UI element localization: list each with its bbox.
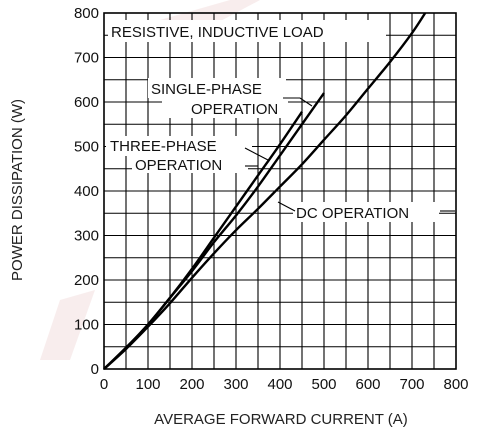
three-label-bg2 [132,153,248,173]
y-tick-label: 500 [74,139,99,156]
series-curves [103,12,427,370]
y-axis-label: POWER DISSIPATION (W) [9,99,26,281]
x-tick-label: 300 [223,376,248,393]
x-axis-label: AVERAGE FORWARD CURRENT (A) [154,411,408,428]
x-tick-label: 600 [355,376,380,393]
single-label-bg [148,78,286,98]
plot-frame [103,12,457,370]
x-tick-label: 700 [399,376,424,393]
x-tick-label: 200 [179,376,204,393]
y-tick-label: 700 [74,50,99,67]
three-phase-leader-1 [244,147,269,161]
x-tick-label: 500 [311,376,336,393]
three-label-bg [106,136,252,156]
y-tick-label: 600 [74,94,99,111]
single-label-bg2 [162,98,288,118]
y-tick-labels: 0 100 200 300 400 500 600 700 800 [74,5,99,378]
y-tick-label: 300 [74,228,99,245]
dc-label-bg [293,202,439,222]
x-tick-label: 0 [100,376,108,393]
x-tick-labels: 0 100 200 300 400 500 600 700 800 [100,376,469,393]
three-phase-label-line2: OPERATION [135,157,222,174]
load-label-bg [108,20,386,42]
x-tick-label: 800 [443,376,468,393]
load-label: RESISTIVE, INDUCTIVE LOAD [111,24,324,41]
y-tick-label: 800 [74,5,99,22]
x-tick-label: 100 [135,376,160,393]
single-phase-label-line1: SINGLE-PHASE [151,81,262,98]
three-phase-label-line1: THREE-PHASE [110,138,217,155]
dc-operation-label: DC OPERATION [296,205,409,222]
x-tick-label: 400 [267,376,292,393]
single-phase-label-line2: OPERATION [191,101,278,118]
series-line-dc-operation [103,12,427,370]
annotations: RESISTIVE, INDUCTIVE LOAD SINGLE-PHASE O… [106,20,455,222]
grid [104,13,456,369]
y-tick-label: 200 [74,272,99,289]
y-tick-label: 400 [74,183,99,200]
y-tick-label: 100 [74,317,99,334]
y-tick-label: 0 [91,361,99,378]
dc-leader-left [277,201,296,212]
single-phase-leader [283,97,313,107]
